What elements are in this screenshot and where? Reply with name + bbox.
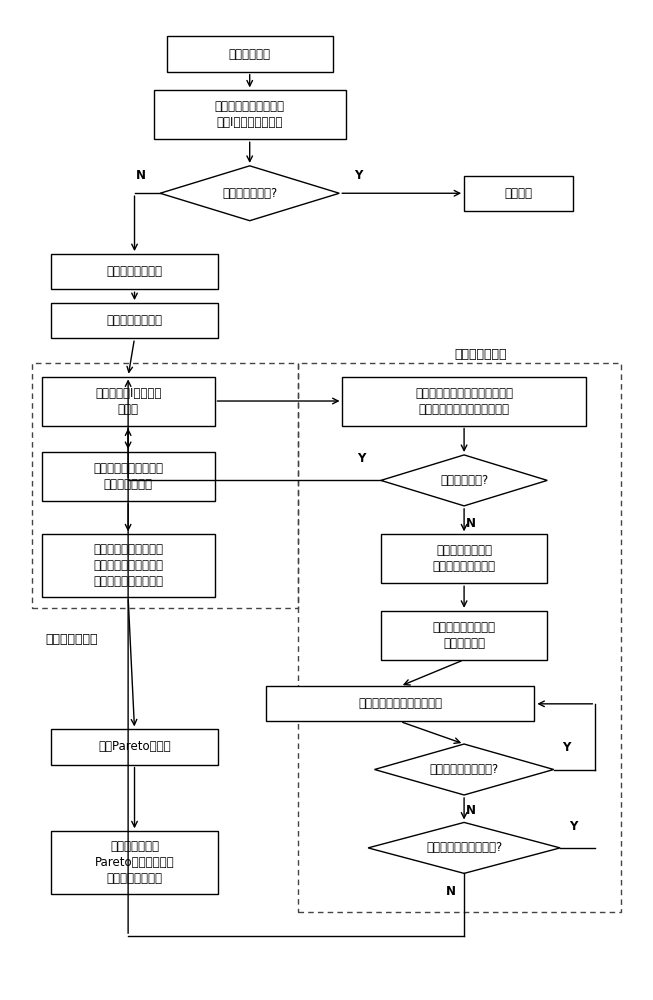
Text: 更新优化方案集和缩
减优化方案集: 更新优化方案集和缩 减优化方案集 [432, 621, 496, 650]
Polygon shape [160, 166, 340, 221]
FancyBboxPatch shape [42, 534, 215, 597]
Text: 无需立项: 无需立项 [505, 187, 532, 200]
Text: 读入系统数据: 读入系统数据 [229, 48, 271, 61]
FancyBboxPatch shape [52, 254, 217, 289]
Text: 计算安全性I类指标的
适应值: 计算安全性I类指标的 适应值 [95, 387, 161, 416]
FancyBboxPatch shape [42, 452, 215, 501]
Text: 比较建设方案的优
劣，构造非支配解集: 比较建设方案的优 劣，构造非支配解集 [432, 544, 496, 573]
Text: 筛选并更新安全方案集
和不安全方案集: 筛选并更新安全方案集 和不安全方案集 [93, 462, 163, 491]
FancyBboxPatch shape [266, 686, 534, 721]
Text: 初始化建设方案集: 初始化建设方案集 [106, 314, 163, 327]
FancyBboxPatch shape [52, 729, 217, 765]
Text: N: N [136, 169, 146, 182]
Text: 进行潮流计算，计算安
全性I类指标的适应值: 进行潮流计算，计算安 全性I类指标的适应值 [215, 100, 285, 129]
Text: Y: Y [562, 741, 571, 754]
FancyBboxPatch shape [52, 831, 217, 894]
FancyBboxPatch shape [381, 534, 547, 583]
Text: 形成Pareto最优解: 形成Pareto最优解 [98, 740, 171, 753]
Text: N: N [466, 804, 475, 817]
FancyBboxPatch shape [342, 377, 586, 426]
Text: Y: Y [569, 820, 577, 833]
Text: N: N [466, 517, 475, 530]
Text: 用评价方法对安全方案
确定安全裕度，选取满
足安全裕度要求的方案: 用评价方法对安全方案 确定安全裕度，选取满 足安全裕度要求的方案 [93, 543, 163, 588]
FancyBboxPatch shape [42, 377, 215, 426]
Text: Y: Y [355, 169, 362, 182]
Text: N: N [446, 885, 456, 898]
Polygon shape [368, 822, 560, 873]
Text: 对下层多目标模型提交的建设方
案，计算各个目标函数适应值: 对下层多目标模型提交的建设方 案，计算各个目标函数适应值 [415, 387, 513, 416]
FancyBboxPatch shape [381, 611, 547, 660]
Text: 满足结束准则?: 满足结束准则? [440, 474, 488, 487]
Text: 根据评价方法对
Pareto最优解进行评
价，得到最终结果: 根据评价方法对 Pareto最优解进行评 价，得到最终结果 [95, 840, 174, 885]
Polygon shape [375, 744, 554, 795]
Text: Y: Y [357, 452, 366, 465]
FancyBboxPatch shape [153, 90, 345, 139]
FancyBboxPatch shape [464, 176, 573, 211]
Text: 更新建设方案，构造新方案: 更新建设方案，构造新方案 [358, 697, 442, 710]
Text: 读入建设方案数据: 读入建设方案数据 [106, 265, 163, 278]
Text: 下层多目标模型: 下层多目标模型 [45, 633, 97, 646]
FancyBboxPatch shape [52, 303, 217, 338]
Polygon shape [381, 455, 547, 506]
Text: 上层多目标模型: 上层多目标模型 [454, 348, 507, 361]
Text: 是否在不安全方案集中?: 是否在不安全方案集中? [426, 841, 502, 854]
Text: 满足安全性要求?: 满足安全性要求? [222, 187, 278, 200]
Text: 是否在安全方案集中?: 是否在安全方案集中? [430, 763, 499, 776]
FancyBboxPatch shape [167, 36, 333, 72]
